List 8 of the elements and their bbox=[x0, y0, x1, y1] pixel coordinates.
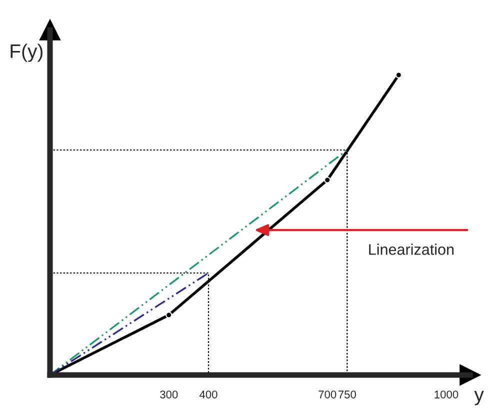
y-axis-title: F(y) bbox=[10, 44, 42, 62]
x-tick-label: 1000 bbox=[434, 390, 458, 398]
x-axis-title: y bbox=[474, 390, 484, 406]
x-tick-label: 400 bbox=[199, 390, 218, 398]
x-tick-label: 750 bbox=[338, 390, 356, 398]
annotation: Linearization bbox=[369, 244, 454, 255]
x-tick-label: 700 bbox=[318, 390, 336, 398]
x-tick-label: 300 bbox=[160, 390, 178, 398]
